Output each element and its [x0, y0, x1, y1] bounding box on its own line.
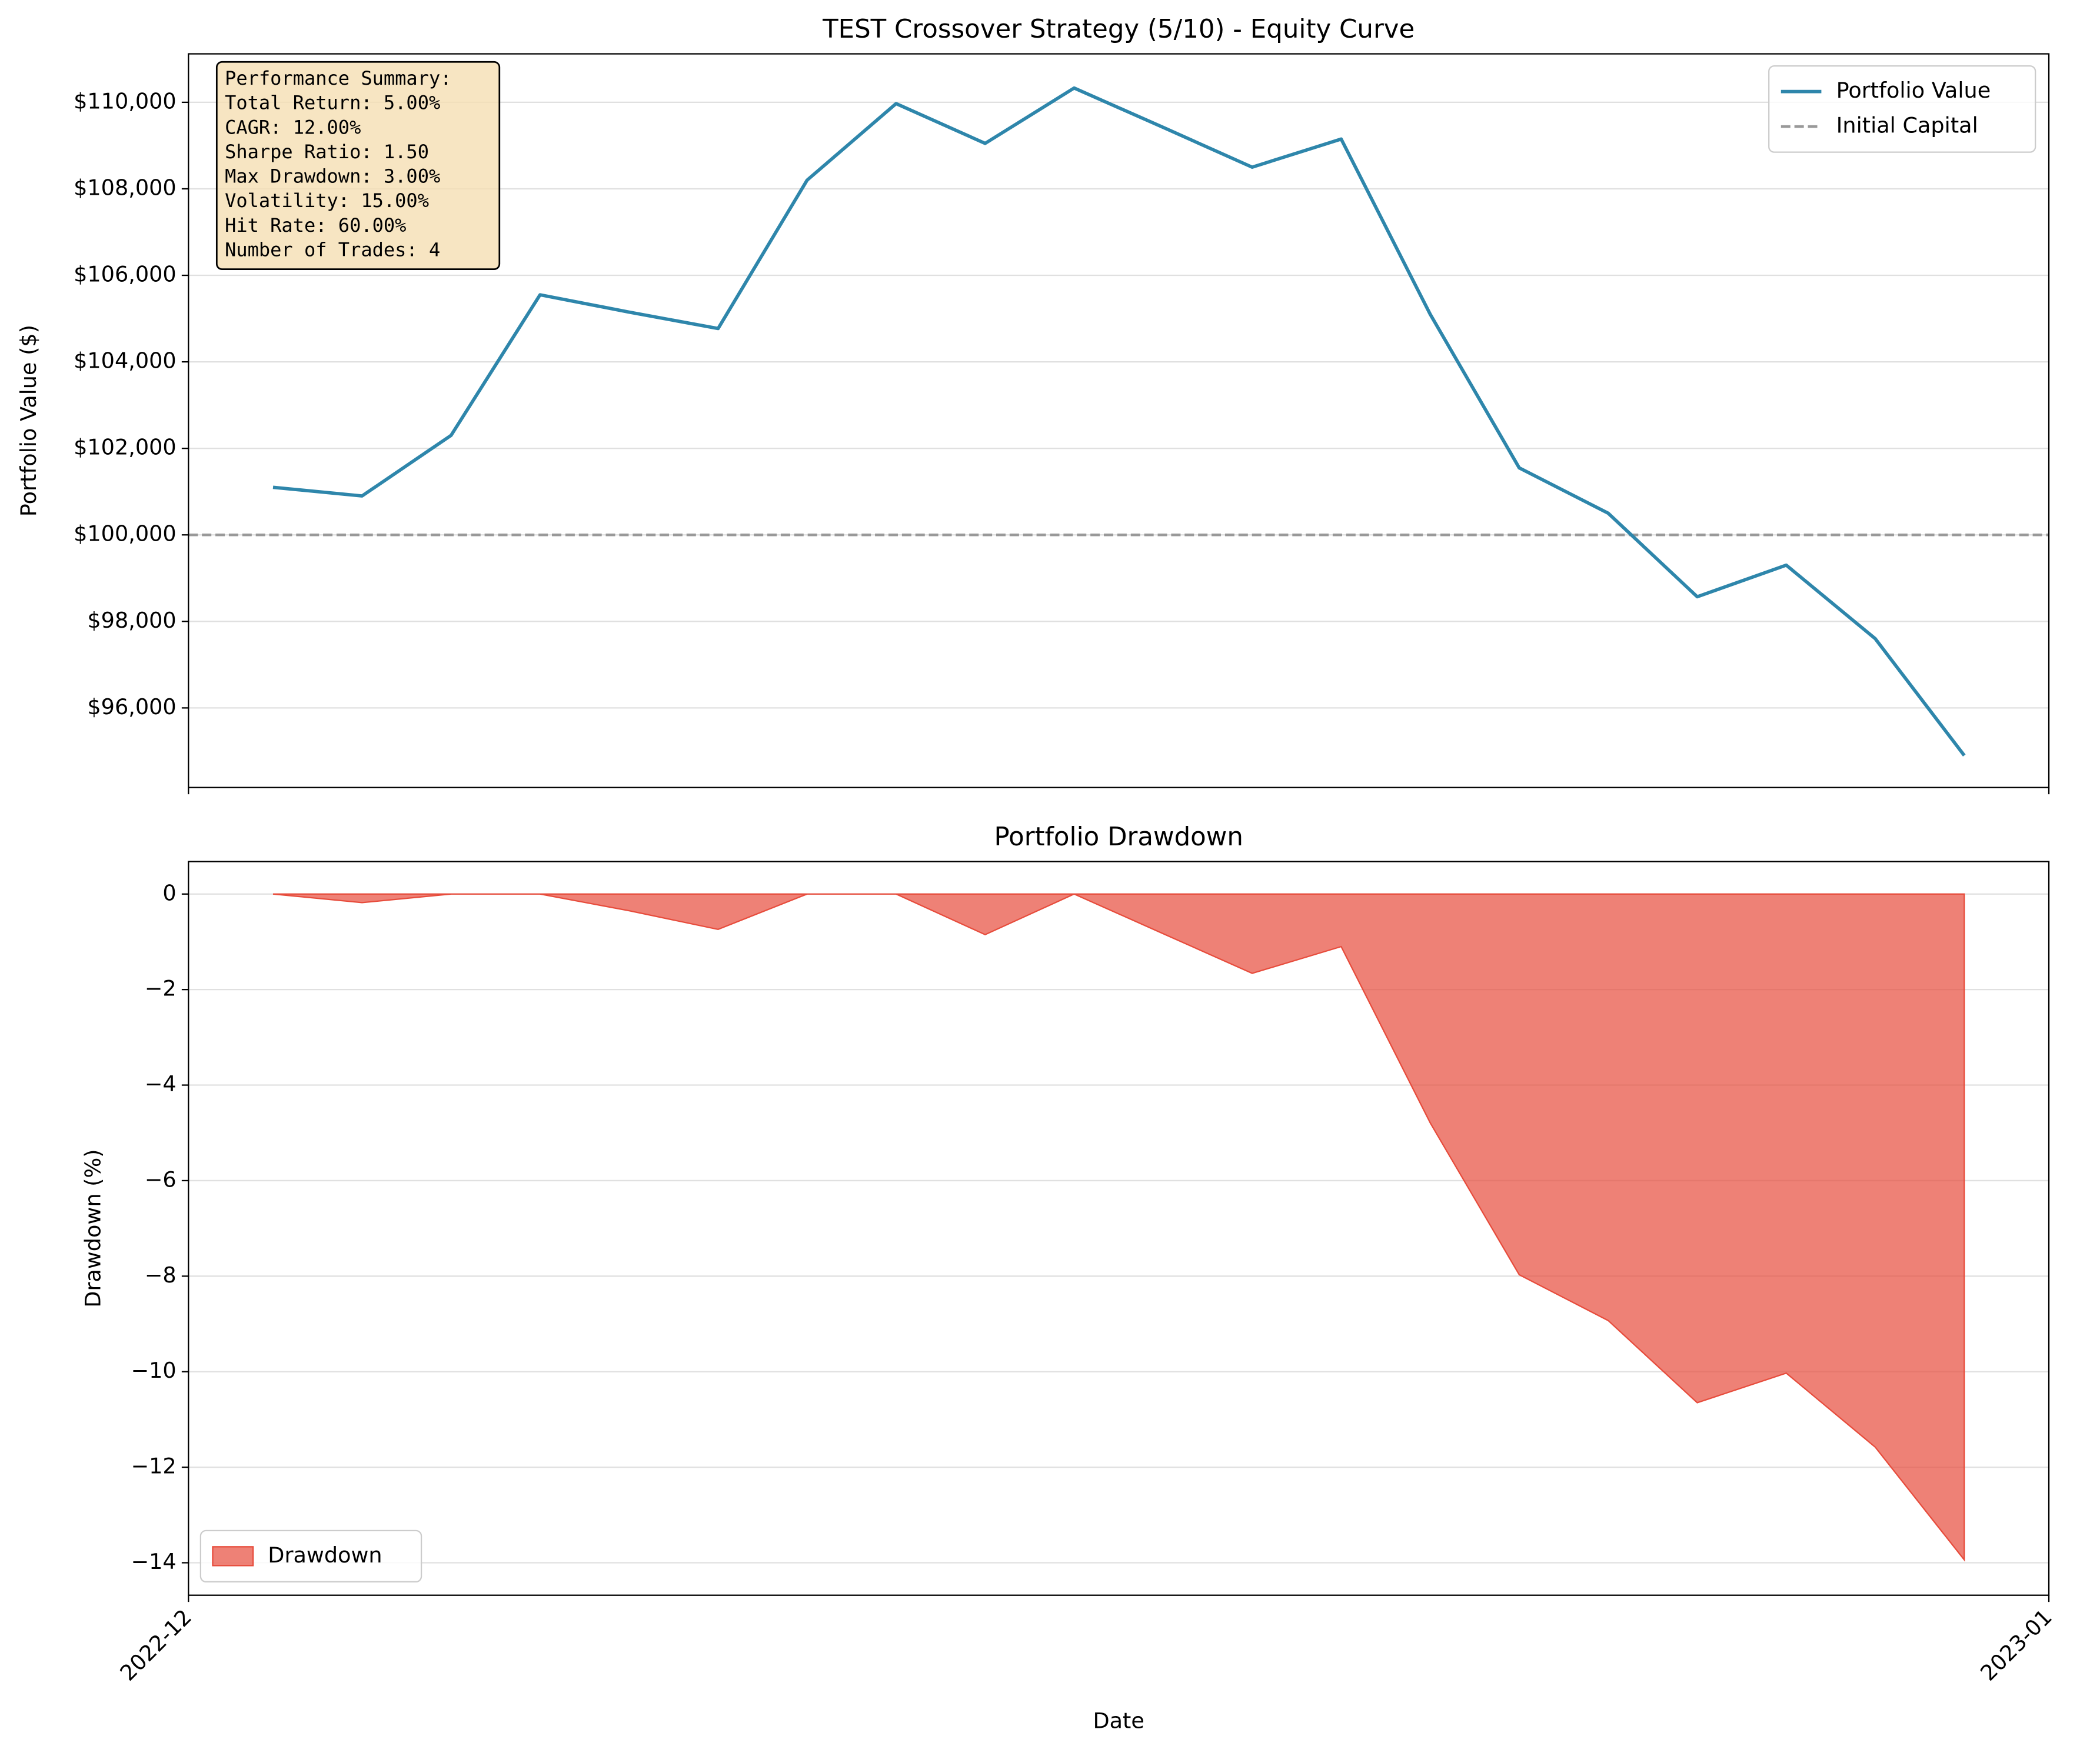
y-tick-label: $102,000 — [74, 435, 177, 460]
y-tick-label: $100,000 — [74, 521, 177, 547]
y-tick-label: $104,000 — [74, 348, 177, 374]
y-tick-label: −10 — [131, 1358, 176, 1383]
y-tick-label: $110,000 — [74, 88, 177, 114]
line — [272, 86, 1966, 757]
y-tick-label: $106,000 — [74, 262, 177, 287]
annotation-line: Sharpe Ratio: 1.50 — [225, 141, 429, 163]
y-tick-label: −4 — [145, 1071, 177, 1097]
x-axis-label: Date — [1093, 1708, 1144, 1733]
legend: Portfolio Value Initial Capital — [1768, 65, 2036, 153]
chart-title: TEST Crossover Strategy (5/10) - Equity … — [822, 15, 1415, 44]
axes-frame — [188, 861, 2050, 1596]
legend-label: Drawdown — [268, 1542, 382, 1568]
annotation-line: Hit Rate: 60.00% — [225, 214, 406, 236]
chart-title: Portfolio Drawdown — [994, 822, 1243, 852]
y-tick-label: −12 — [131, 1454, 176, 1479]
x-tick-label: 2023-01 — [1975, 1604, 2057, 1686]
legend-swatch — [212, 1546, 254, 1567]
annotation-line: Total Return: 5.00% — [225, 92, 440, 114]
annotation-line: Number of Trades: 4 — [225, 239, 440, 261]
y-tick-label: $98,000 — [87, 608, 176, 633]
annotation-line: Max Drawdown: 3.00% — [225, 165, 440, 188]
y-axis-label: Drawdown (%) — [81, 1149, 106, 1307]
y-tick-label: −8 — [145, 1262, 177, 1288]
annotation-line: Performance Summary: — [225, 67, 451, 89]
annotation: Performance Summary: Total Return: 5.00%C… — [215, 61, 501, 271]
y-tick-label: −14 — [131, 1549, 176, 1574]
legend-box — [1768, 65, 2036, 153]
area — [272, 893, 1965, 1562]
y-axis-label: Portfolio Value ($) — [16, 325, 41, 517]
y-tick-label: $108,000 — [74, 175, 177, 200]
annotation-box — [215, 61, 501, 271]
y-tick-label: 0 — [162, 880, 176, 905]
x-tick-label: 2022-12 — [115, 1604, 197, 1686]
annotation-line: CAGR: 12.00% — [225, 116, 361, 138]
legend-label: Portfolio Value — [1836, 78, 1991, 103]
annotation-line: Volatility: 15.00% — [225, 189, 429, 212]
legend-box — [199, 1530, 422, 1582]
legend: Drawdown — [199, 1530, 422, 1582]
y-tick-label: $96,000 — [87, 694, 176, 719]
y-tick-label: −6 — [145, 1167, 177, 1192]
axes-frame — [188, 53, 2050, 788]
legend-label: Initial Capital — [1836, 113, 1978, 138]
y-tick-label: −2 — [145, 976, 177, 1001]
